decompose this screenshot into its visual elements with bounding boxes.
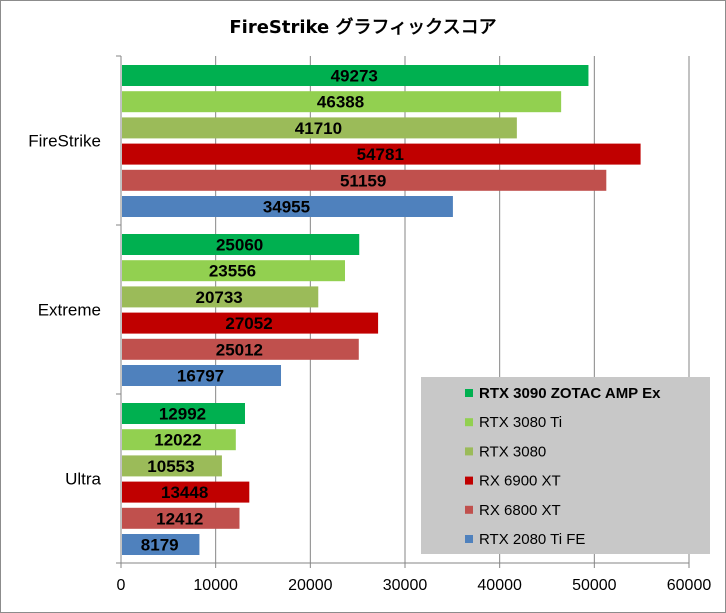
data-label: 12992	[159, 405, 206, 424]
bar	[122, 65, 589, 86]
x-tick-label: 20000	[288, 577, 333, 594]
legend-swatch	[465, 447, 473, 456]
bar	[122, 196, 453, 217]
data-label: 12022	[154, 431, 201, 450]
legend-label: RTX 3080 Ti	[479, 414, 562, 431]
legend-box	[421, 377, 710, 554]
data-label: 8179	[141, 536, 179, 555]
x-tick-label: 30000	[383, 577, 428, 594]
x-tick-label: 60000	[667, 577, 712, 594]
data-label: 54781	[357, 145, 404, 164]
legend: RTX 3090 ZOTAC AMP Ex RTX 3080 Ti RTX 3080…	[421, 377, 710, 554]
chart-title: FireStrike グラフィックスコア	[229, 16, 496, 38]
legend-label: RX 6900 XT	[479, 473, 561, 490]
data-label: 46388	[317, 93, 364, 112]
bar	[122, 143, 641, 165]
x-tick-label: 0	[117, 577, 126, 594]
data-label: 16797	[177, 367, 224, 386]
bar	[122, 117, 517, 139]
legend-swatch	[465, 505, 473, 514]
data-label: 12412	[156, 509, 203, 528]
bar	[122, 91, 562, 113]
data-label: 51159	[340, 171, 386, 190]
legend-label: RTX 2080 Ti FE	[479, 531, 585, 548]
category-label: Ultra	[65, 470, 101, 489]
category-label: FireStrike	[28, 132, 101, 151]
data-label: 25012	[216, 340, 263, 359]
axes: 0 10000 20000 30000 40000 50000 60000 FireStrik…	[28, 55, 712, 594]
data-label: 10553	[147, 457, 194, 476]
category-label: Extreme	[38, 301, 101, 320]
bar	[122, 169, 607, 191]
bar	[122, 234, 360, 255]
bar	[122, 365, 282, 386]
legend-label: RX 6800 XT	[479, 502, 561, 519]
legend-label: RTX 3080	[479, 443, 546, 460]
bar	[122, 507, 240, 529]
data-label: 34955	[263, 198, 310, 217]
x-tick-label: 50000	[572, 577, 617, 594]
data-label: 49273	[331, 67, 378, 86]
data-label: 23556	[209, 262, 256, 281]
data-label: 13448	[161, 483, 208, 502]
x-tick-label: 40000	[477, 577, 522, 594]
legend-label: RTX 3090 ZOTAC AMP Ex	[479, 385, 661, 402]
data-label: 25060	[216, 236, 263, 255]
bar	[122, 286, 319, 308]
bar	[122, 338, 359, 360]
data-label: 20733	[195, 288, 242, 307]
bar	[122, 312, 379, 334]
bar	[122, 534, 200, 555]
bar	[122, 455, 222, 477]
bar	[122, 260, 345, 282]
data-label: 41710	[295, 119, 342, 138]
data-label: 27052	[225, 314, 272, 333]
legend-swatch	[465, 476, 473, 485]
legend-swatch	[465, 535, 473, 543]
bar	[122, 481, 250, 503]
bar	[122, 403, 245, 424]
x-tick-label: 10000	[193, 577, 238, 594]
bar	[122, 429, 236, 451]
legend-swatch	[465, 418, 473, 427]
legend-swatch	[465, 389, 473, 397]
